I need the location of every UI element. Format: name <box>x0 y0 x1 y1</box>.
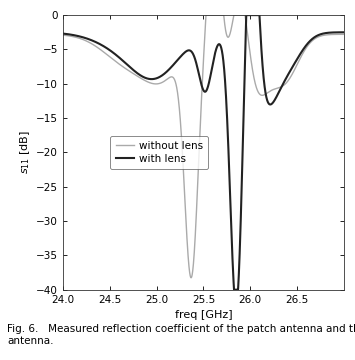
Line: without lens: without lens <box>63 15 344 278</box>
with lens <box>244 13 248 17</box>
without lens <box>334 32 338 37</box>
with lens <box>61 31 65 36</box>
with lens <box>190 50 194 55</box>
Y-axis label: $s_{11}$ [dB]: $s_{11}$ [dB] <box>18 130 32 174</box>
Text: Fig. 6.   Measured reflection coefficient of the patch antenna and the L1
antenn: Fig. 6. Measured reflection coefficient … <box>7 324 355 346</box>
with lens <box>75 34 80 38</box>
without lens <box>190 272 195 276</box>
without lens <box>334 32 338 37</box>
without lens <box>342 32 346 36</box>
with lens <box>282 79 286 84</box>
with lens <box>197 75 202 80</box>
with lens <box>334 30 338 35</box>
with lens <box>342 30 346 35</box>
Line: with lens: with lens <box>63 15 344 290</box>
with lens <box>232 288 236 292</box>
X-axis label: freq [GHz]: freq [GHz] <box>175 310 232 320</box>
without lens <box>282 82 286 87</box>
without lens <box>75 36 80 40</box>
without lens <box>61 33 65 37</box>
without lens <box>198 135 202 139</box>
without lens <box>189 275 193 280</box>
with lens <box>334 30 338 35</box>
Legend: without lens, with lens: without lens, with lens <box>110 136 208 169</box>
without lens <box>204 13 208 17</box>
